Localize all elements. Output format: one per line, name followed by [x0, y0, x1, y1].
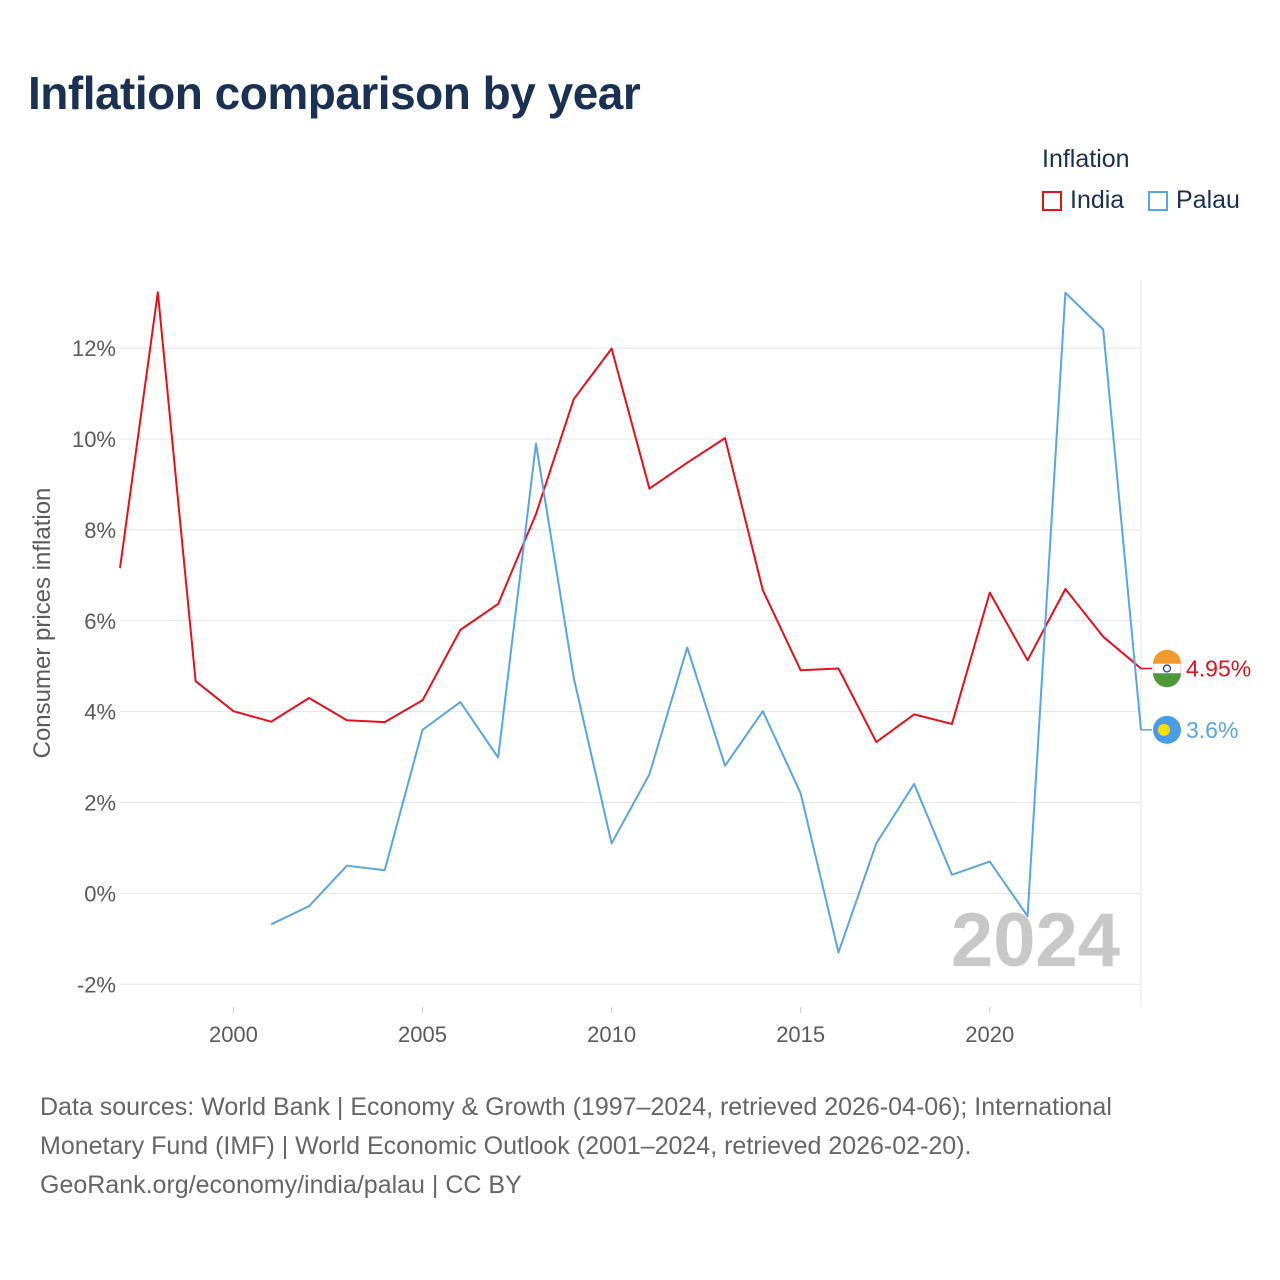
series-line-india — [119, 291, 1142, 744]
legend-item-palau[interactable]: Palau — [1148, 186, 1240, 215]
legend-swatch-india — [1042, 190, 1062, 211]
y-tick-label: 4% — [84, 700, 116, 725]
legend-label-india: India — [1070, 186, 1125, 214]
gridlines — [120, 347, 1141, 985]
y-tick-label: 10% — [72, 427, 116, 452]
y-axis-label: Consumer prices inflation — [29, 488, 56, 759]
footer-sources: Data sources: World Bank | Economy & Gro… — [40, 1088, 1240, 1205]
y-tick-label: 0% — [84, 881, 116, 906]
chart-title: Inflation comparison by year — [28, 67, 641, 119]
series-line-palau — [270, 291, 1142, 954]
y-tick-label: 8% — [84, 518, 116, 543]
y-tick-label: 12% — [72, 336, 116, 361]
end-value-label-india: 4.95% — [1186, 655, 1251, 681]
end-markers: 4.95% 3.6% — [1141, 649, 1251, 744]
y-tick-label: 6% — [84, 609, 116, 634]
legend-title: Inflation — [1042, 145, 1130, 173]
legend-swatch-palau — [1148, 190, 1168, 211]
india-flag-chakra — [1162, 664, 1172, 673]
year-watermark: 2024 — [951, 898, 1120, 983]
india-flag-green — [1153, 673, 1181, 688]
footer-line-2: Monetary Fund (IMF) | World Economic Out… — [40, 1132, 972, 1160]
end-value-label-palau: 3.6% — [1186, 717, 1238, 743]
x-tick-label: 2010 — [587, 1022, 636, 1047]
footer-line-1: Data sources: World Bank | Economy & Gro… — [40, 1093, 1112, 1121]
x-tick-label: 2005 — [398, 1022, 447, 1047]
footer-line-3: GeoRank.org/economy/india/palau | CC BY — [40, 1171, 522, 1199]
x-tick-label: 2015 — [776, 1022, 825, 1047]
x-tick-label: 2000 — [209, 1022, 258, 1047]
palau-flag-moon — [1158, 723, 1170, 736]
chart-area: 2024 -2% 0% 2% 4% 6% 8% 10% 12% 2000 2005 2010 2015… — [29, 280, 1251, 1047]
legend-item-india[interactable]: India — [1042, 186, 1124, 215]
x-tick-label: 2020 — [965, 1022, 1014, 1047]
series — [119, 291, 1142, 954]
y-tick-label: -2% — [77, 972, 116, 997]
legend-label-palau: Palau — [1176, 186, 1240, 214]
y-tick-label: 2% — [84, 791, 116, 816]
axes: -2% 0% 2% 4% 6% 8% 10% 12% 2000 2005 2010 2015 2020 — [72, 280, 1142, 1047]
india-flag-saffron — [1153, 649, 1181, 664]
